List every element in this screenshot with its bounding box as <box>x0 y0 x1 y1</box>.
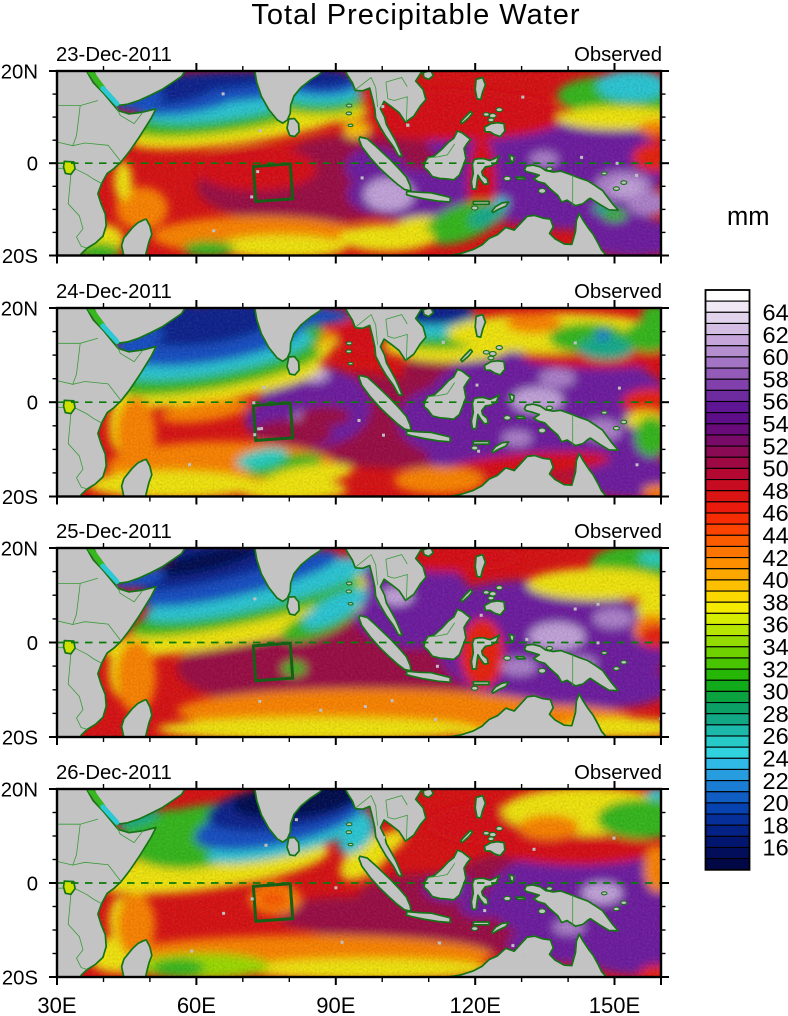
svg-text:32: 32 <box>763 656 788 682</box>
svg-text:36: 36 <box>763 612 788 638</box>
svg-text:24: 24 <box>763 746 788 772</box>
svg-text:56: 56 <box>763 389 788 415</box>
svg-text:26: 26 <box>763 723 788 749</box>
svg-text:40: 40 <box>763 567 788 593</box>
svg-text:26-Dec-2011: 26-Dec-2011 <box>56 762 172 784</box>
svg-text:0: 0 <box>27 632 38 654</box>
svg-text:48: 48 <box>763 478 788 504</box>
svg-text:16: 16 <box>763 835 788 861</box>
svg-text:20N: 20N <box>1 298 38 320</box>
svg-text:20N: 20N <box>1 61 38 83</box>
svg-text:20N: 20N <box>1 538 38 560</box>
svg-text:Observed: Observed <box>574 521 662 543</box>
svg-text:60E: 60E <box>177 993 216 1016</box>
svg-text:18: 18 <box>763 812 788 838</box>
svg-text:38: 38 <box>763 589 788 615</box>
svg-text:58: 58 <box>763 366 788 392</box>
svg-text:0: 0 <box>27 154 38 176</box>
svg-text:28: 28 <box>763 701 788 727</box>
svg-text:42: 42 <box>763 545 788 571</box>
svg-text:0: 0 <box>27 873 38 895</box>
svg-text:34: 34 <box>763 634 788 660</box>
svg-text:Observed: Observed <box>574 762 662 784</box>
svg-text:90E: 90E <box>316 993 355 1016</box>
svg-text:46: 46 <box>763 500 788 526</box>
svg-text:0: 0 <box>27 392 38 414</box>
svg-text:Observed: Observed <box>574 281 662 303</box>
svg-text:30E: 30E <box>37 993 76 1016</box>
svg-text:20S: 20S <box>2 967 38 989</box>
svg-text:52: 52 <box>763 433 788 459</box>
svg-text:20: 20 <box>763 790 788 816</box>
svg-text:62: 62 <box>763 322 788 348</box>
svg-text:50: 50 <box>763 456 788 482</box>
svg-text:20S: 20S <box>2 246 38 268</box>
svg-text:150E: 150E <box>589 993 640 1016</box>
svg-text:30: 30 <box>763 679 788 705</box>
svg-text:54: 54 <box>763 411 788 437</box>
svg-text:Observed: Observed <box>574 44 662 66</box>
svg-text:23-Dec-2011: 23-Dec-2011 <box>56 44 172 66</box>
svg-text:25-Dec-2011: 25-Dec-2011 <box>56 521 172 543</box>
svg-text:24-Dec-2011: 24-Dec-2011 <box>56 281 172 303</box>
svg-text:20S: 20S <box>2 486 38 508</box>
svg-text:20N: 20N <box>1 779 38 801</box>
svg-text:120E: 120E <box>450 993 501 1016</box>
svg-text:22: 22 <box>763 768 788 794</box>
svg-text:64: 64 <box>763 300 788 326</box>
svg-text:44: 44 <box>763 523 788 549</box>
svg-text:60: 60 <box>763 344 788 370</box>
svg-text:20S: 20S <box>2 727 38 749</box>
